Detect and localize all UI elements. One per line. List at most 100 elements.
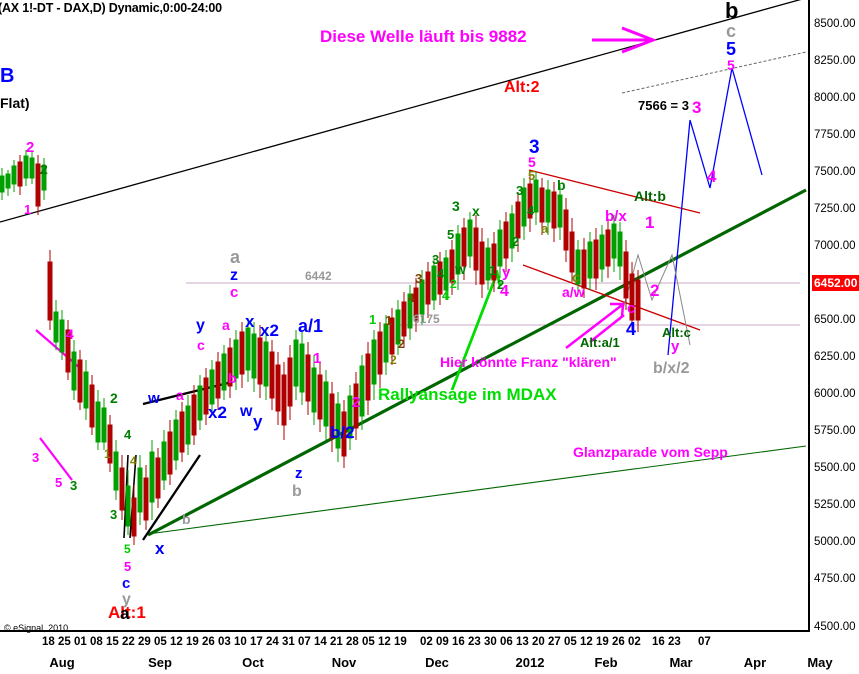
- wave-label: 4: [124, 427, 132, 442]
- annotation-flat: Flat): [0, 95, 30, 111]
- price-tick: 5000.00: [814, 536, 856, 548]
- price-tick: 8250.00: [814, 55, 856, 67]
- date-tick-day: 12: [378, 636, 391, 648]
- date-tick-day: 26: [612, 636, 625, 648]
- wave-label: 1: [24, 202, 32, 217]
- wave-label: 5: [727, 57, 735, 73]
- wave-label: 2: [398, 337, 405, 351]
- date-tick-day: 23: [668, 636, 681, 648]
- wave-label: c: [230, 284, 239, 301]
- wave-label: 2: [390, 353, 397, 367]
- wave-label: y: [196, 317, 205, 334]
- wave-label: c: [197, 337, 205, 353]
- date-tick-day: 06: [500, 636, 513, 648]
- price-tick: 5500.00: [814, 462, 856, 474]
- wave-label: 5: [528, 168, 536, 183]
- wave-label: a: [222, 317, 230, 333]
- date-tick-day: 05: [362, 636, 375, 648]
- wave-label: w: [240, 403, 253, 420]
- short-black-trendline-3: [129, 454, 137, 539]
- wave-label: 1: [104, 447, 111, 461]
- date-tick-month: May: [807, 655, 833, 670]
- date-tick-day: 28: [346, 636, 359, 648]
- date-tick-day: 27: [548, 636, 561, 648]
- wave-label: w: [148, 390, 160, 407]
- wave-label: a/1: [298, 316, 324, 336]
- wave-label: 4: [66, 326, 74, 342]
- wave-label: x: [245, 312, 255, 331]
- date-tick-day: 05: [154, 636, 167, 648]
- wave-label: 1: [369, 312, 377, 327]
- price-tick: 4500.00: [814, 621, 856, 633]
- wave-label: a/w: [562, 284, 585, 300]
- date-tick-day: 20: [532, 636, 545, 648]
- wave-label: 2: [40, 161, 48, 177]
- wave-label: 3: [452, 198, 460, 214]
- wave-label: c: [572, 269, 580, 285]
- date-tick-day: 15: [106, 636, 119, 648]
- wave-label: 2: [110, 390, 118, 406]
- gray-projection-line: [621, 51, 807, 94]
- wave-label: x: [472, 203, 480, 219]
- wave-label: 5: [55, 475, 63, 490]
- price-tick: 5750.00: [814, 425, 856, 437]
- wave-label: 1: [385, 313, 393, 328]
- price-tick: 7250.00: [814, 203, 856, 215]
- wave-label: 4: [437, 266, 445, 281]
- price-tick: 8500.00: [814, 18, 856, 30]
- wave-label: a: [120, 604, 130, 623]
- red-channel-lower: [522, 264, 701, 331]
- date-tick-day: 29: [138, 636, 151, 648]
- main-green-trendline: [147, 188, 807, 537]
- wave-label: y: [253, 412, 263, 431]
- date-tick-month: Oct: [242, 655, 264, 670]
- blue-projection-zigzag: [667, 67, 763, 356]
- annotation-alt1: Alt:1: [108, 603, 146, 622]
- date-tick-month: 2012: [515, 655, 545, 670]
- wave-label: w: [455, 261, 466, 277]
- level-lines: [186, 282, 800, 326]
- wave-label: 4: [130, 454, 137, 468]
- date-tick-month: Feb: [594, 655, 618, 670]
- date-tick-day: 16: [452, 636, 465, 648]
- wave-label: 5: [124, 559, 132, 574]
- wave-label: b: [292, 483, 302, 500]
- wave-label: 4: [408, 291, 415, 305]
- upper-channel-line: [0, 0, 802, 223]
- wave-label: 1: [313, 350, 322, 367]
- date-tick-day: 30: [484, 636, 497, 648]
- wave-label: x2: [208, 403, 227, 422]
- date-tick-day: 17: [250, 636, 263, 648]
- chart-canvas: [0, 0, 807, 545]
- wave-label: 3: [516, 183, 524, 198]
- wave-label: 3: [415, 271, 423, 286]
- wave-label: a: [541, 221, 549, 236]
- magenta-arrow-franz: [565, 302, 625, 349]
- date-tick-day: 05: [564, 636, 577, 648]
- magenta-headline-arrow: [592, 26, 658, 54]
- wave-label: x2: [260, 321, 279, 340]
- date-tick-day: 24: [266, 636, 279, 648]
- price-tick: 6000.00: [814, 388, 856, 400]
- date-tick-month: Nov: [331, 655, 357, 670]
- annotation-altc: Alt:c: [662, 325, 691, 340]
- wave-label: b: [557, 177, 566, 193]
- copyright-notice: © eSignal, 2010: [4, 623, 69, 633]
- candlestick-series: [0, 150, 641, 545]
- price-axis[interactable]: 8500.00 8250.00 8000.00 7750.00 7500.00 7250.…: [812, 0, 859, 633]
- date-tick-day: 02: [420, 636, 433, 648]
- price-plot-area[interactable]: (AX 1!-DT - DAX,D) Dynamic,0:00-24:00 Di…: [0, 0, 810, 633]
- wave-label: 5: [528, 154, 536, 170]
- date-axis[interactable]: 18 25 01 08 15 22 29 05 12 19 26 03 10 17 24 31 07 14 21 28…: [0, 634, 833, 674]
- wave-label: 5: [726, 39, 737, 59]
- price-tick: 7000.00: [814, 240, 856, 252]
- wave-label: 3: [70, 478, 78, 493]
- annotation-franz: Hier könnte Franz "klären": [440, 354, 617, 370]
- gridline-label-6175: 6175: [413, 312, 440, 326]
- wave-label: 4: [527, 203, 535, 218]
- wave-label: 4: [442, 287, 450, 303]
- date-tick-day: 07: [298, 636, 311, 648]
- date-tick-day: 12: [170, 636, 183, 648]
- date-tick-day: 16: [652, 636, 665, 648]
- date-tick-day: 12: [580, 636, 593, 648]
